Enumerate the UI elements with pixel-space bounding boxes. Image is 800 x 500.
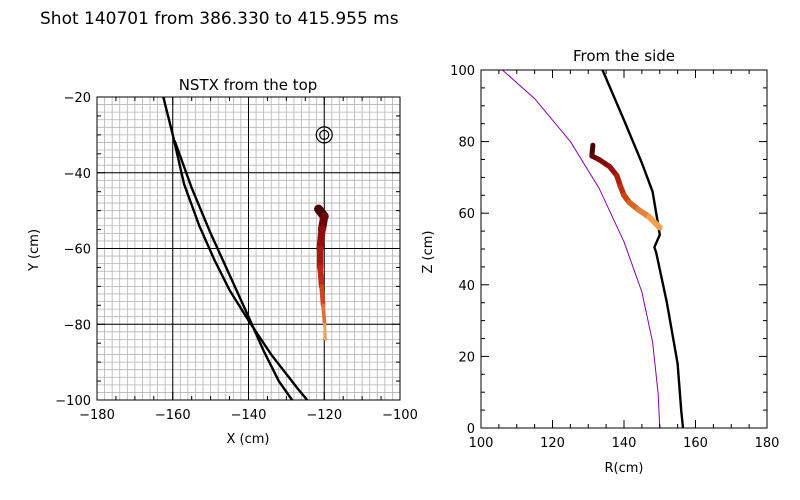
top-view-title: NSTX from the top — [179, 76, 318, 94]
top-view-marker — [315, 126, 333, 144]
target-outer-ring — [315, 126, 333, 144]
x-tick-label: 140 — [612, 436, 637, 451]
x-tick-label: 100 — [469, 436, 494, 451]
x-tick-label: 160 — [683, 436, 708, 451]
y-tick-label: 60 — [458, 207, 475, 222]
trajectory-segment — [646, 213, 663, 231]
y-tick-label: −60 — [64, 243, 91, 258]
y-tick-label: 40 — [458, 279, 475, 294]
boundary-2-line — [173, 140, 294, 401]
side-view-ticks: 100 120 140 160 180 0 20 40 60 80 100 — [450, 64, 779, 451]
top-view-panel: NSTX from the top −180 −160 −140 −120 −100−1… — [27, 76, 418, 447]
top-view-series — [162, 96, 329, 401]
x-tick-label: −160 — [155, 408, 191, 423]
top-view-ticks: −180 −160 −140 −120 −100 −100 −80 −60 −40 −20 — [55, 91, 418, 423]
top-view-ylabel: Y (cm) — [27, 229, 42, 272]
trajectory-segment — [317, 264, 325, 290]
x-tick-label: −120 — [306, 408, 342, 423]
side-view-panel: From the side 100 120 140 160 18002040608010… — [421, 47, 779, 476]
side-view-ylabel: Z (cm) — [421, 231, 436, 274]
y-tick-label: 80 — [458, 136, 475, 151]
x-tick-label: −140 — [231, 408, 267, 423]
figure-title: Shot 140701 from 386.330 to 415.955 ms — [40, 9, 399, 29]
boundary-1-line — [162, 96, 309, 401]
trajectory-segment — [319, 284, 326, 308]
outer-boundary-line — [601, 69, 685, 429]
x-tick-label: 120 — [540, 436, 565, 451]
y-tick-label: −20 — [64, 91, 91, 106]
y-tick-label: −80 — [64, 318, 91, 333]
side-view-frame — [480, 69, 768, 429]
side-view-xlabel: R(cm) — [605, 461, 644, 476]
top-view-xlabel: X (cm) — [227, 432, 270, 447]
side-view-title: From the side — [573, 47, 675, 65]
inner-boundary-line — [502, 69, 661, 429]
top-view-frame — [96, 96, 401, 401]
y-tick-label: 20 — [458, 350, 475, 365]
x-tick-label: −100 — [382, 408, 418, 423]
trajectory-segment — [323, 322, 327, 341]
side-view-series — [502, 69, 685, 429]
x-tick-label: 180 — [755, 436, 780, 451]
top-view-grid — [96, 96, 401, 401]
y-tick-label: −40 — [64, 167, 91, 182]
trajectory-segment — [321, 303, 327, 327]
y-tick-label: −100 — [55, 394, 91, 409]
x-tick-label: −180 — [79, 408, 115, 423]
target-inner-ring — [319, 129, 330, 140]
y-tick-label: 100 — [450, 64, 475, 79]
y-tick-label: 0 — [467, 422, 475, 437]
